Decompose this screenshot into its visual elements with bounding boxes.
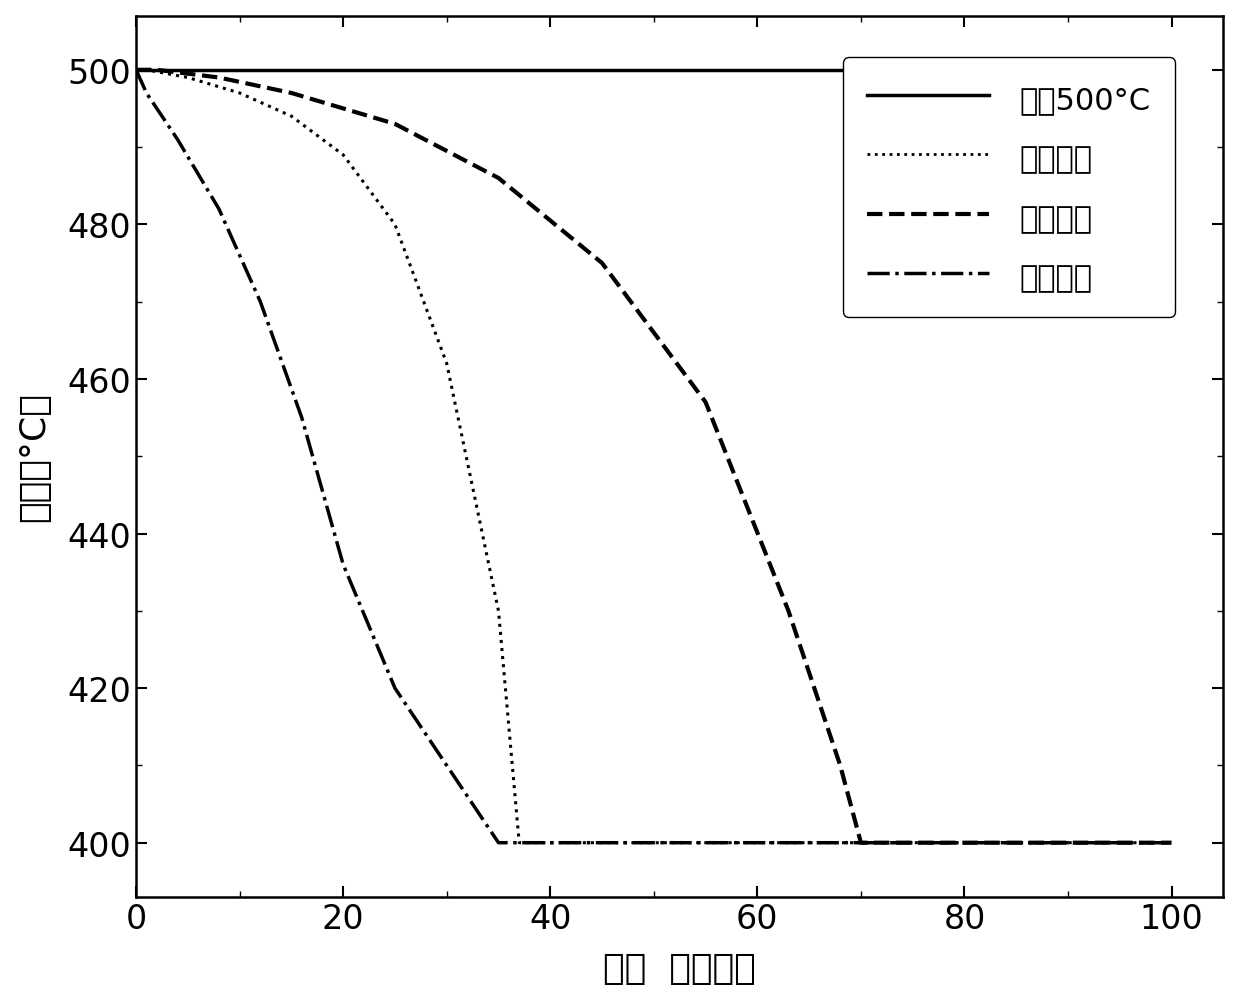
Legend: 恒温500°C, 自然降温, 缓慢降温, 快速降温: 恒温500°C, 自然降温, 缓慢降温, 快速降温 <box>843 58 1176 318</box>
Y-axis label: 温度（°C）: 温度（°C） <box>16 392 51 522</box>
X-axis label: 时间  （小时）: 时间 （小时） <box>604 951 756 985</box>
